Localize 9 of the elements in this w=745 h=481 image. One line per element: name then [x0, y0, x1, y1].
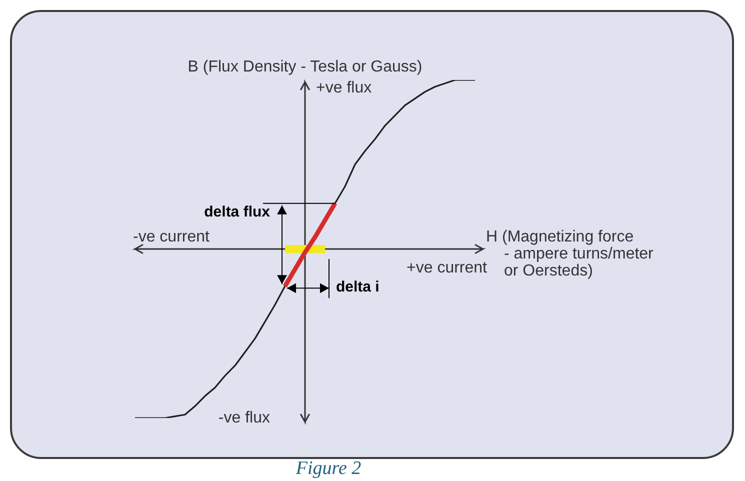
annotation: +ve flux	[316, 79, 372, 96]
x-axis-title: H (Magnetizing force - ampere turns/meter or Oersteds)	[486, 228, 654, 280]
annotation: -ve flux	[218, 409, 270, 426]
y-axis-title: B (Flux Density - Tesla or Gauss)	[188, 58, 422, 76]
annotation: delta flux	[204, 204, 271, 221]
annotation: delta i	[336, 278, 380, 296]
annotation: -ve current	[133, 228, 210, 246]
annotation: +ve current	[406, 259, 488, 276]
caption: Figure 2	[294, 458, 362, 479]
